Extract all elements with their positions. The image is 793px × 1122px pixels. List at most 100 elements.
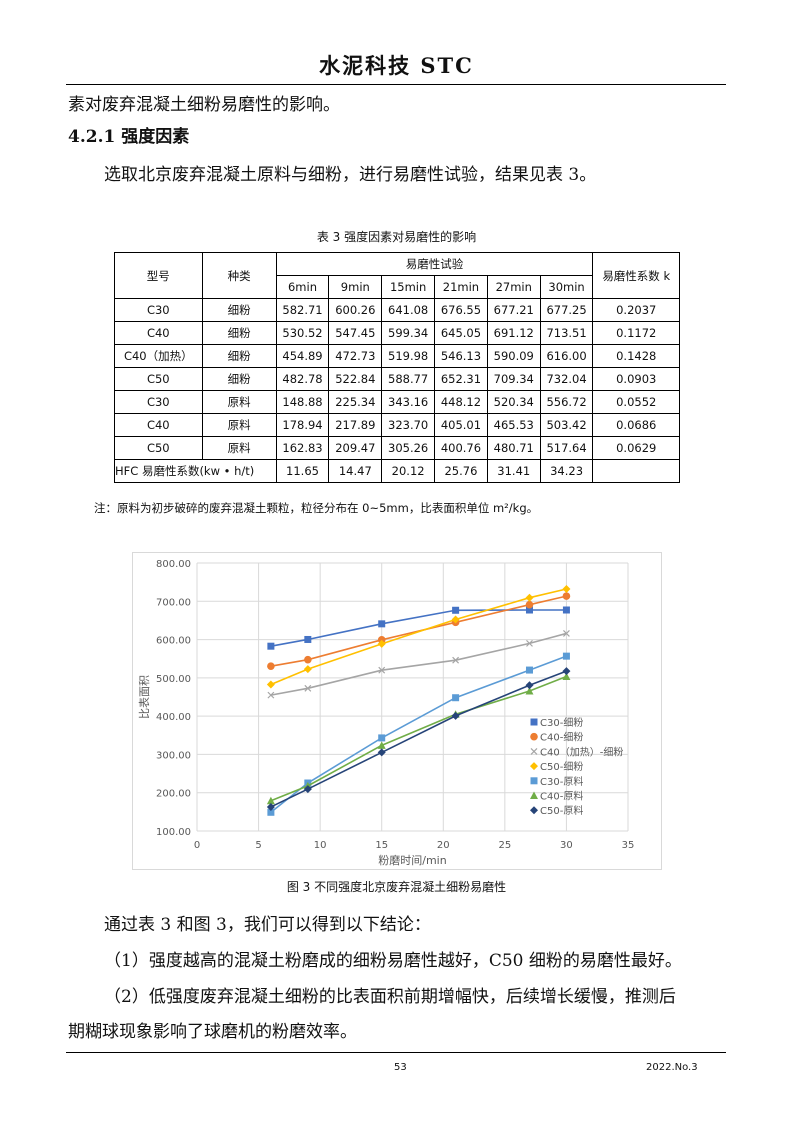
y-tick-label: 600.00	[156, 636, 191, 647]
legend-label: C30-细粉	[540, 716, 583, 729]
marker-diamond	[266, 802, 275, 811]
marker-x	[563, 630, 570, 637]
marker-square	[562, 606, 570, 614]
header-time: 6min	[275, 275, 330, 299]
marker-circle	[304, 655, 312, 664]
table-cell: 162.83	[275, 436, 330, 460]
marker-square	[378, 620, 386, 628]
page-number: 53	[394, 1062, 407, 1073]
table-cell: 原料	[201, 436, 277, 460]
marker-square	[267, 642, 275, 650]
y-tick-label: 100.00	[156, 827, 191, 838]
marker-circle	[377, 636, 386, 644]
table-cell	[592, 459, 680, 483]
table-cell: 465.53	[486, 413, 541, 437]
marker-triangle	[530, 791, 538, 799]
header-test: 易磨性试验	[275, 252, 594, 276]
table-row: C50 细粉 482.78 522.84 588.77 652.31 709.34 732.0…	[114, 367, 680, 391]
table-cell: 547.45	[328, 321, 383, 345]
journal-header: 水泥科技 STC	[319, 53, 474, 78]
x-tick-label: 0	[194, 840, 200, 851]
y-tick-label: 500.00	[156, 674, 191, 685]
x-tick-label: 20	[437, 840, 450, 851]
marker-x	[378, 666, 386, 674]
table-cell: 641.08	[381, 298, 436, 322]
table-cell: 11.65	[275, 459, 330, 483]
table-cell: 582.71	[275, 298, 330, 322]
paragraph: 选取北京废弃混凝土原料与细粉，进行易磨性试验，结果见表 3。	[104, 165, 597, 185]
table-cell: C40（加热）	[114, 344, 203, 368]
table-cell: 细粉	[201, 321, 277, 345]
series-line	[270, 675, 567, 802]
table-cell: C40	[114, 321, 203, 345]
table-row: C50 原料 162.83 209.47 305.26 400.76 480.71 517.6…	[114, 436, 680, 460]
table-cell: 520.34	[486, 390, 541, 414]
table-cell: 503.42	[539, 413, 594, 437]
marker-square	[562, 652, 570, 660]
y-axis-label: 比表面积	[137, 675, 151, 719]
marker-diamond	[525, 593, 534, 602]
table-cell: 0.0552	[592, 390, 680, 414]
marker-diamond	[451, 615, 460, 624]
marker-square	[530, 777, 538, 785]
table-cell: 677.21	[486, 298, 541, 322]
marker-x	[530, 747, 538, 755]
table-cell: 0.0686	[592, 413, 680, 437]
table-cell: 0.1172	[592, 321, 680, 345]
table-cell: 0.0629	[592, 436, 680, 460]
marker-circle	[267, 662, 275, 670]
series-line	[270, 609, 567, 647]
table-cell: 480.71	[486, 436, 541, 460]
marker-diamond	[451, 711, 460, 720]
table-row: C40 细粉 530.52 547.45 599.34 645.05 691.12 713.5…	[114, 321, 680, 345]
legend-label: C40-原料	[540, 790, 583, 803]
table-cell: 148.88	[275, 390, 330, 414]
y-tick-label: 800.00	[156, 559, 191, 570]
table-cell: 细粉	[201, 298, 277, 322]
table-cell: C40	[114, 413, 203, 437]
table-cell: 225.34	[328, 390, 383, 414]
marker-diamond	[266, 680, 275, 689]
table-cell: 556.72	[539, 390, 594, 414]
header-time: 15min	[381, 275, 436, 299]
marker-square	[452, 606, 460, 614]
legend-label: C40（加热）-细粉	[540, 745, 623, 758]
table-cell: 645.05	[434, 321, 488, 345]
header-time: 21min	[434, 275, 488, 299]
figure-caption: 图 3 不同强度北京废弃混凝土细粉易磨性	[286, 880, 507, 894]
table-cell: 305.26	[381, 436, 436, 460]
table-cell: 0.0903	[592, 367, 680, 391]
table-cell: 323.70	[381, 413, 436, 437]
legend-label: C50-原料	[540, 804, 583, 817]
table-row-hfc: HFC 易磨性系数(kw • h/t) 11.65 14.47 20.12 25.76 3…	[114, 459, 680, 483]
table-cell: 细粉	[201, 367, 277, 391]
table-cell: C50	[114, 436, 203, 460]
marker-triangle	[377, 741, 386, 749]
legend-label: C30-原料	[540, 775, 583, 788]
marker-square	[525, 606, 533, 614]
table-cell: 600.26	[328, 298, 383, 322]
header-time: 30min	[539, 275, 594, 299]
header-rule	[66, 84, 726, 85]
marker-diamond	[303, 665, 312, 674]
legend-label: C40-细粉	[540, 731, 583, 744]
table-cell: C50	[114, 367, 203, 391]
marker-circle	[525, 600, 534, 609]
table-cell: 31.41	[486, 459, 541, 483]
line-chart: 100.00 200.00 300.00 400.00 500.00 600.00 700.…	[132, 552, 662, 870]
table-cell: 20.12	[381, 459, 436, 483]
marker-diamond	[525, 681, 534, 690]
table-cell: 652.31	[434, 367, 488, 391]
table-cell: C30	[114, 390, 203, 414]
x-tick-label: 10	[314, 840, 327, 851]
x-tick-label: 30	[560, 840, 573, 851]
table-cell: 0.1428	[592, 344, 680, 368]
table-cell: 34.23	[539, 459, 594, 483]
table-cell: 405.01	[434, 413, 488, 437]
paragraph: （1）强度越高的混凝土粉磨成的细粉易磨性越好，C50 细粉的易磨性最好。	[104, 951, 682, 971]
table-cell: 448.12	[434, 390, 488, 414]
x-axis-label: 粉磨时间/min	[378, 854, 446, 867]
table-caption: 表 3 强度因素对易磨性的影响	[316, 230, 477, 244]
y-tick-label: 200.00	[156, 789, 191, 800]
marker-diamond	[377, 748, 386, 757]
